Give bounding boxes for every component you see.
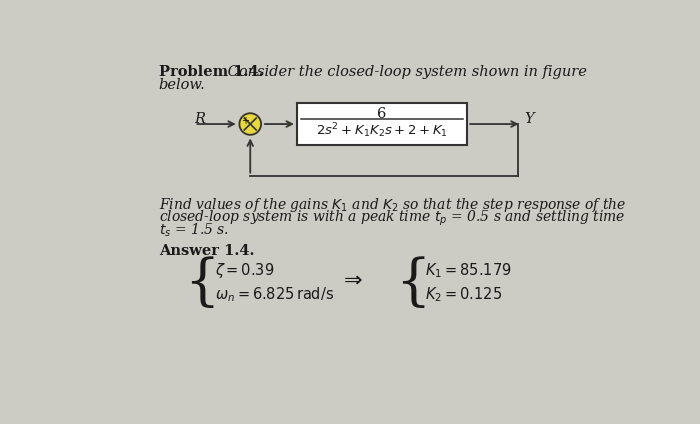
Text: {: { <box>185 257 220 311</box>
Text: $t_s$ = 1.5 s.: $t_s$ = 1.5 s. <box>159 222 229 239</box>
Text: $\zeta = 0.39$: $\zeta = 0.39$ <box>215 261 274 280</box>
Text: below.: below. <box>159 78 206 92</box>
Text: {: { <box>395 257 430 311</box>
Text: $K_1 = 85.179$: $K_1 = 85.179$ <box>426 261 512 280</box>
Text: Problem 1.4.: Problem 1.4. <box>159 65 263 79</box>
Text: $2s^2 + K_1K_2s + 2 + K_1$: $2s^2 + K_1K_2s + 2 + K_1$ <box>316 121 448 139</box>
Text: $K_2 = 0.125$: $K_2 = 0.125$ <box>426 286 503 304</box>
Text: $\omega_n = 6.825\,\mathrm{rad/s}$: $\omega_n = 6.825\,\mathrm{rad/s}$ <box>215 286 334 304</box>
Text: Y: Y <box>524 112 533 126</box>
Text: R: R <box>195 112 206 126</box>
Text: Find values of the gains $K_1$ and $K_2$ so that the step response of the: Find values of the gains $K_1$ and $K_2$… <box>159 195 626 214</box>
Text: $\Rightarrow$: $\Rightarrow$ <box>339 268 363 290</box>
Bar <box>297 103 468 145</box>
Circle shape <box>239 113 261 135</box>
Text: Consider the closed-loop system shown in figure: Consider the closed-loop system shown in… <box>223 65 587 79</box>
Text: closed-loop system is with a peak time $t_p$ = 0.5 s and settling time: closed-loop system is with a peak time $… <box>159 209 625 228</box>
Text: Answer 1.4.: Answer 1.4. <box>159 244 254 258</box>
Text: 6: 6 <box>377 107 386 121</box>
Text: +: + <box>241 116 249 126</box>
